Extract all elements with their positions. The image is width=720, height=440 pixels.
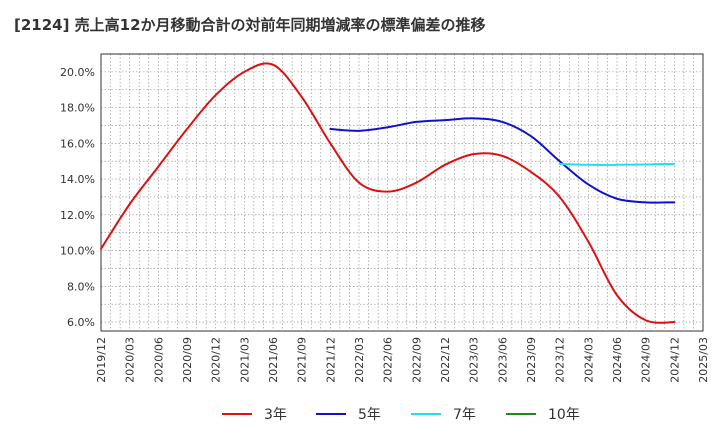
x-tick-label: 2024/09 xyxy=(640,337,653,383)
y-tick-label: 6.0% xyxy=(67,316,95,329)
x-tick-label: 2022/03 xyxy=(353,337,366,383)
x-tick-label: 2020/12 xyxy=(210,337,223,383)
y-tick-label: 10.0% xyxy=(60,245,95,258)
grid-layer xyxy=(101,53,703,331)
series-layer xyxy=(100,62,676,324)
x-tick-label: 2021/09 xyxy=(296,337,309,383)
y-tick-label: 20.0% xyxy=(60,66,95,79)
legend-label: 5年 xyxy=(358,407,381,423)
x-tick-label: 2021/06 xyxy=(267,337,280,383)
x-tick-label: 2022/12 xyxy=(439,337,452,383)
chart-title: [2124] 売上高12か月移動合計の対前年同期増減率の標準偏差の推移 xyxy=(14,16,486,34)
x-tick-label: 2022/09 xyxy=(410,337,423,383)
y-tick-label: 16.0% xyxy=(60,137,95,150)
x-tick-label: 2024/06 xyxy=(611,337,624,383)
y-tick-label: 12.0% xyxy=(60,209,95,222)
y-axis: 6.0% 8.0% 10.0% 12.0% 14.0% 16.0% 18.0% 20.0% xyxy=(60,66,95,329)
y-tick-label: 18.0% xyxy=(60,102,95,115)
series-line-3 xyxy=(558,162,676,166)
x-tick-label: 2020/06 xyxy=(152,337,165,383)
x-tick-label: 2023/12 xyxy=(554,337,567,383)
x-tick-label: 2024/12 xyxy=(668,337,681,383)
x-tick-label: 2021/12 xyxy=(324,337,337,383)
x-tick-label: 2023/06 xyxy=(496,337,509,383)
x-tick-label: 2023/03 xyxy=(468,337,481,383)
x-axis: 2019/12 2020/03 2020/06 2020/09 2020/12 2021/… xyxy=(95,337,710,383)
legend: 3年 5年 7年 10年 xyxy=(222,407,580,423)
x-tick-label: 2020/09 xyxy=(181,337,194,383)
x-tick-label: 2020/03 xyxy=(124,337,137,383)
x-tick-label: 2021/03 xyxy=(238,337,251,383)
series-line-1 xyxy=(100,62,676,324)
x-tick-label: 2022/06 xyxy=(382,337,395,383)
x-tick-label: 2023/09 xyxy=(525,337,538,383)
x-tick-label: 2025/03 xyxy=(697,337,710,383)
plot-frame xyxy=(100,53,704,332)
series-line-2 xyxy=(329,117,676,204)
y-tick-label: 8.0% xyxy=(67,280,95,293)
x-tick-label: 2024/03 xyxy=(582,337,595,383)
legend-label: 7年 xyxy=(453,407,476,423)
y-tick-label: 14.0% xyxy=(60,173,95,186)
legend-label: 3年 xyxy=(264,407,287,423)
x-tick-label: 2019/12 xyxy=(95,337,108,383)
legend-label: 10年 xyxy=(548,407,580,423)
